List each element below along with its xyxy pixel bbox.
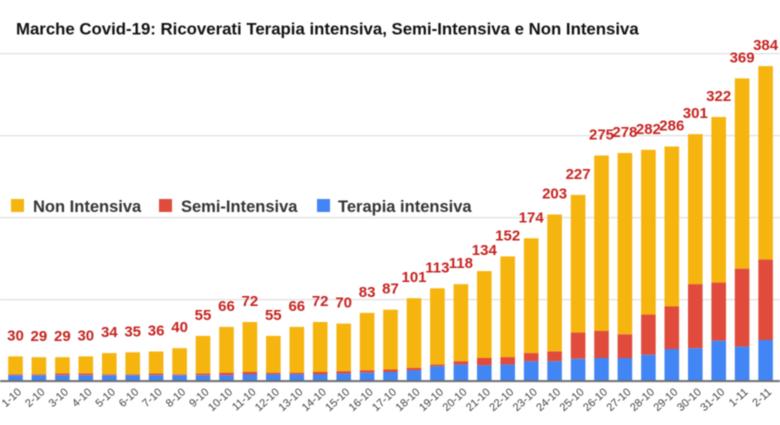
svg-text:30: 30 bbox=[77, 327, 94, 344]
svg-text:282: 282 bbox=[636, 121, 661, 138]
svg-text:369: 369 bbox=[730, 49, 755, 66]
svg-text:Terapia intensiva: Terapia intensiva bbox=[338, 198, 472, 216]
svg-text:66: 66 bbox=[288, 298, 305, 315]
svg-text:278: 278 bbox=[612, 124, 637, 141]
svg-text:227: 227 bbox=[566, 166, 591, 183]
svg-text:55: 55 bbox=[195, 307, 212, 324]
svg-text:384: 384 bbox=[753, 37, 779, 54]
svg-text:36: 36 bbox=[148, 323, 165, 340]
svg-text:134: 134 bbox=[472, 242, 498, 259]
svg-text:Marche Covid-19: Ricoverati Te: Marche Covid-19: Ricoverati Terapia inte… bbox=[16, 20, 639, 39]
svg-text:66: 66 bbox=[218, 298, 235, 315]
svg-text:301: 301 bbox=[683, 105, 708, 122]
svg-text:55: 55 bbox=[265, 307, 282, 324]
svg-text:Semi-Intensiva: Semi-Intensiva bbox=[181, 198, 298, 216]
svg-text:70: 70 bbox=[335, 295, 352, 312]
svg-text:275: 275 bbox=[589, 127, 614, 144]
svg-text:35: 35 bbox=[124, 323, 141, 340]
svg-text:34: 34 bbox=[101, 324, 118, 341]
svg-text:203: 203 bbox=[542, 186, 567, 203]
svg-text:83: 83 bbox=[359, 284, 376, 301]
svg-text:152: 152 bbox=[495, 227, 520, 244]
svg-text:72: 72 bbox=[242, 293, 259, 310]
svg-text:29: 29 bbox=[31, 328, 48, 345]
svg-text:72: 72 bbox=[312, 293, 329, 310]
svg-text:29: 29 bbox=[54, 328, 71, 345]
svg-text:30: 30 bbox=[7, 327, 24, 344]
svg-text:174: 174 bbox=[519, 209, 545, 226]
svg-text:118: 118 bbox=[449, 255, 473, 272]
svg-text:322: 322 bbox=[706, 88, 731, 105]
svg-text:286: 286 bbox=[659, 118, 684, 135]
svg-text:113: 113 bbox=[425, 259, 449, 276]
svg-text:Non Intensiva: Non Intensiva bbox=[33, 198, 142, 216]
svg-text:101: 101 bbox=[401, 269, 426, 286]
svg-text:87: 87 bbox=[382, 281, 399, 298]
svg-text:40: 40 bbox=[171, 319, 188, 336]
